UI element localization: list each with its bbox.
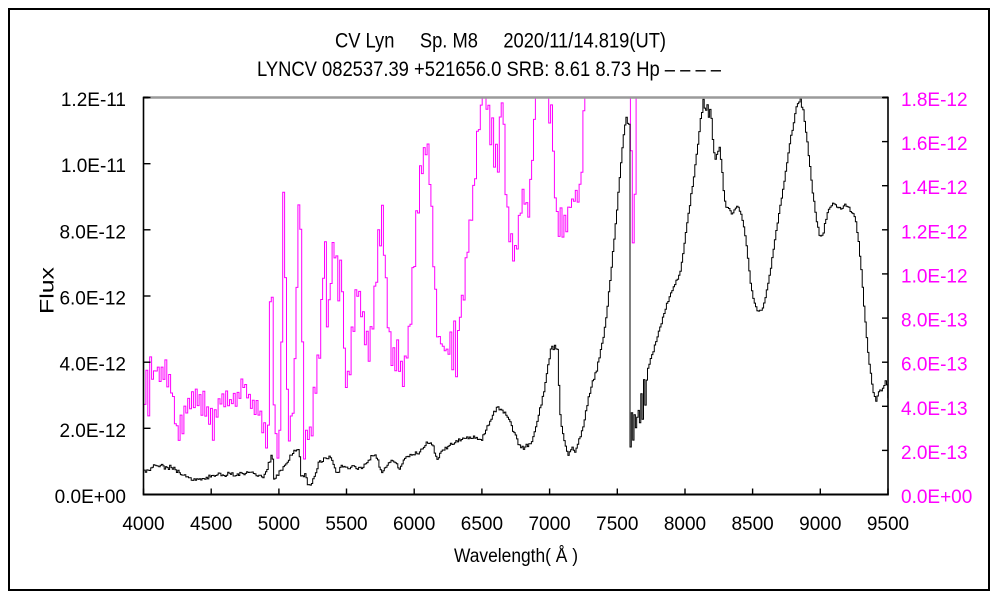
svg-text:6.0E-12: 6.0E-12 [59,289,126,310]
svg-text:4000: 4000 [122,514,164,535]
svg-text:5500: 5500 [325,514,367,535]
svg-text:8000: 8000 [664,514,706,535]
svg-text:7500: 7500 [596,514,638,535]
svg-text:0.0E+00: 0.0E+00 [901,487,972,508]
svg-text:5000: 5000 [258,514,300,535]
svg-text:6500: 6500 [461,514,503,535]
svg-text:9500: 9500 [867,514,909,535]
svg-text:8.0E-13: 8.0E-13 [901,311,968,332]
svg-text:1.8E-12: 1.8E-12 [901,90,968,111]
svg-text:6000: 6000 [393,514,435,535]
svg-text:LYNCV 082537.39 +521656.0 SRB:: LYNCV 082537.39 +521656.0 SRB: 8.61 8.73… [257,58,721,81]
svg-text:1.0E-11: 1.0E-11 [61,156,126,177]
svg-text:8500: 8500 [731,514,773,535]
svg-text:0.0E+00: 0.0E+00 [55,487,126,508]
svg-text:2.0E-13: 2.0E-13 [901,443,968,464]
svg-text:7000: 7000 [528,514,570,535]
svg-text:1.6E-12: 1.6E-12 [901,134,968,155]
svg-text:1.2E-12: 1.2E-12 [901,222,968,243]
svg-text:1.4E-12: 1.4E-12 [901,178,968,199]
svg-text:9000: 9000 [799,514,841,535]
svg-text:4500: 4500 [190,514,232,535]
svg-text:2.0E-12: 2.0E-12 [59,421,126,442]
svg-text:6.0E-13: 6.0E-13 [901,355,968,376]
svg-text:4.0E-13: 4.0E-13 [901,399,968,420]
svg-text:Flux: Flux [38,266,59,314]
svg-text:8.0E-12: 8.0E-12 [59,222,126,243]
svg-text:CV Lyn Sp. M8 2020/11/: CV Lyn Sp. M8 2020/11/14.819(UT) [335,30,666,53]
svg-text:Wavelength( Å ): Wavelength( Å ) [454,546,578,567]
svg-text:4.0E-12: 4.0E-12 [59,355,126,376]
svg-text:1.2E-11: 1.2E-11 [61,90,126,111]
svg-text:1.0E-12: 1.0E-12 [901,266,968,287]
